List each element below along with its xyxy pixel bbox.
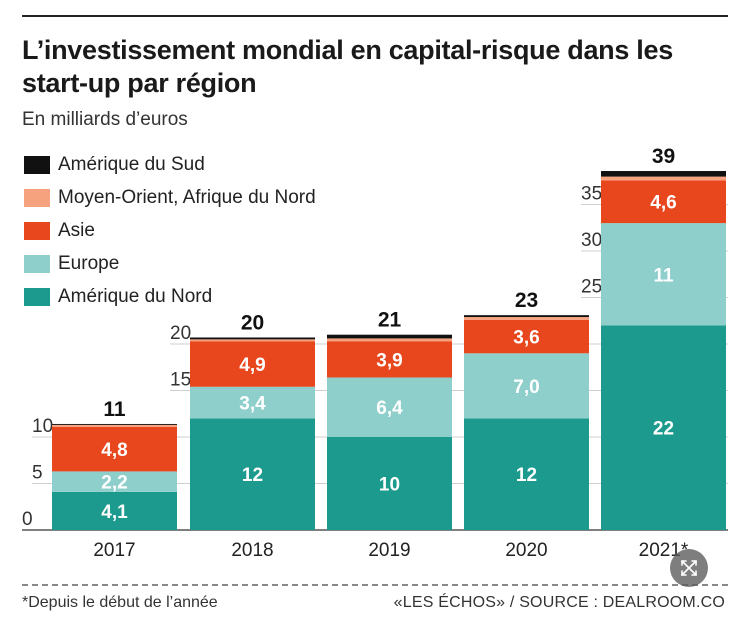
segment-value-label: 4,9 [239,355,265,376]
segment-value-label: 3,9 [376,350,402,371]
bar-segment [190,386,315,419]
legend-swatch [24,254,50,273]
bar-segment [327,334,452,339]
bar-segment [52,471,177,492]
y-tick-label: 5 [32,463,43,484]
expand-arrows-icon [681,560,697,576]
legend-swatch [24,221,50,240]
bar-segment [52,423,177,425]
bar-segment [190,339,315,342]
y-tick-label: 30 [581,230,602,251]
top-rule [22,15,728,17]
y-tick-label: 15 [170,370,191,391]
bar-segment [464,315,589,318]
legend-item: Amérique du Sud [24,148,316,181]
legend-label: Europe [58,252,120,274]
chart-title: L’investissement mondial en capital-risq… [22,35,673,98]
bar-segment [464,317,589,320]
segment-value-label: 12 [516,465,537,486]
bar-segment [327,437,452,530]
source-credit: «LES ÉCHOS» / SOURCE : DEALROOM.CO [393,594,725,611]
bar-segment [464,319,589,354]
legend-item: Moyen-Orient, Afrique du Nord [24,181,316,214]
legend-label: Amérique du Sud [58,153,205,175]
chart-legend: Amérique du Sud Moyen-Orient, Afrique du … [24,148,316,313]
bar-segment [601,176,726,181]
x-tick-label: 2018 [231,540,273,561]
segment-value-label: 4,8 [101,440,127,461]
bar-segment [464,418,589,530]
bar-segment [464,353,589,419]
segment-value-label: 7,0 [513,377,539,398]
expand-button[interactable] [670,549,708,587]
bar-segment [52,424,177,427]
legend-item: Europe [24,247,316,280]
footer-divider [22,584,728,586]
bar-segment [601,325,726,530]
bar-segment [190,341,315,387]
x-tick-label: 2017 [93,540,135,561]
segment-value-label: 11 [653,265,674,286]
bar-segment [190,337,315,340]
bar-segment [601,223,726,326]
y-tick-label: 10 [32,416,53,437]
legend-item: Amérique du Nord [24,280,316,313]
bar-segment [52,426,177,472]
y-tick-label: 20 [170,323,191,344]
segment-value-label: 3,6 [513,328,539,349]
y-tick-label: 25 [581,277,602,298]
legend-label: Amérique du Nord [58,285,213,307]
segment-value-label: 2,2 [101,473,127,494]
segment-value-label: 4,1 [101,502,128,523]
bar-total-label: 23 [515,289,538,312]
legend-swatch [24,188,50,207]
bar-segment [601,171,726,177]
segment-value-label: 3,4 [239,394,266,415]
bar-segment [601,180,726,224]
bar-total-label: 11 [103,398,126,421]
footnote: *Depuis le début de l’année [22,594,218,611]
legend-item: Asie [24,214,316,247]
x-tick-label: 2019 [368,540,410,561]
legend-label: Moyen-Orient, Afrique du Nord [58,186,316,208]
bar-segment [190,418,315,530]
segment-value-label: 12 [242,465,263,486]
segment-value-label: 4,6 [650,193,676,214]
legend-swatch [24,155,50,174]
y-tick-label: 0 [22,509,33,530]
bar-total-label: 20 [241,311,264,334]
bar-total-label: 39 [652,145,675,168]
bar-segment [52,491,177,530]
legend-swatch [24,287,50,306]
bar-segment [327,341,452,378]
bar-segment [327,338,452,342]
bar-segment [327,377,452,437]
segment-value-label: 22 [653,419,674,440]
y-tick-label: 35 [581,184,602,205]
legend-label: Asie [58,219,95,241]
chart-subtitle: En milliards d’euros [22,109,188,130]
segment-value-label: 6,4 [376,398,403,419]
bar-total-label: 21 [378,309,402,332]
segment-value-label: 10 [379,475,400,496]
x-tick-label: 2020 [505,540,547,561]
